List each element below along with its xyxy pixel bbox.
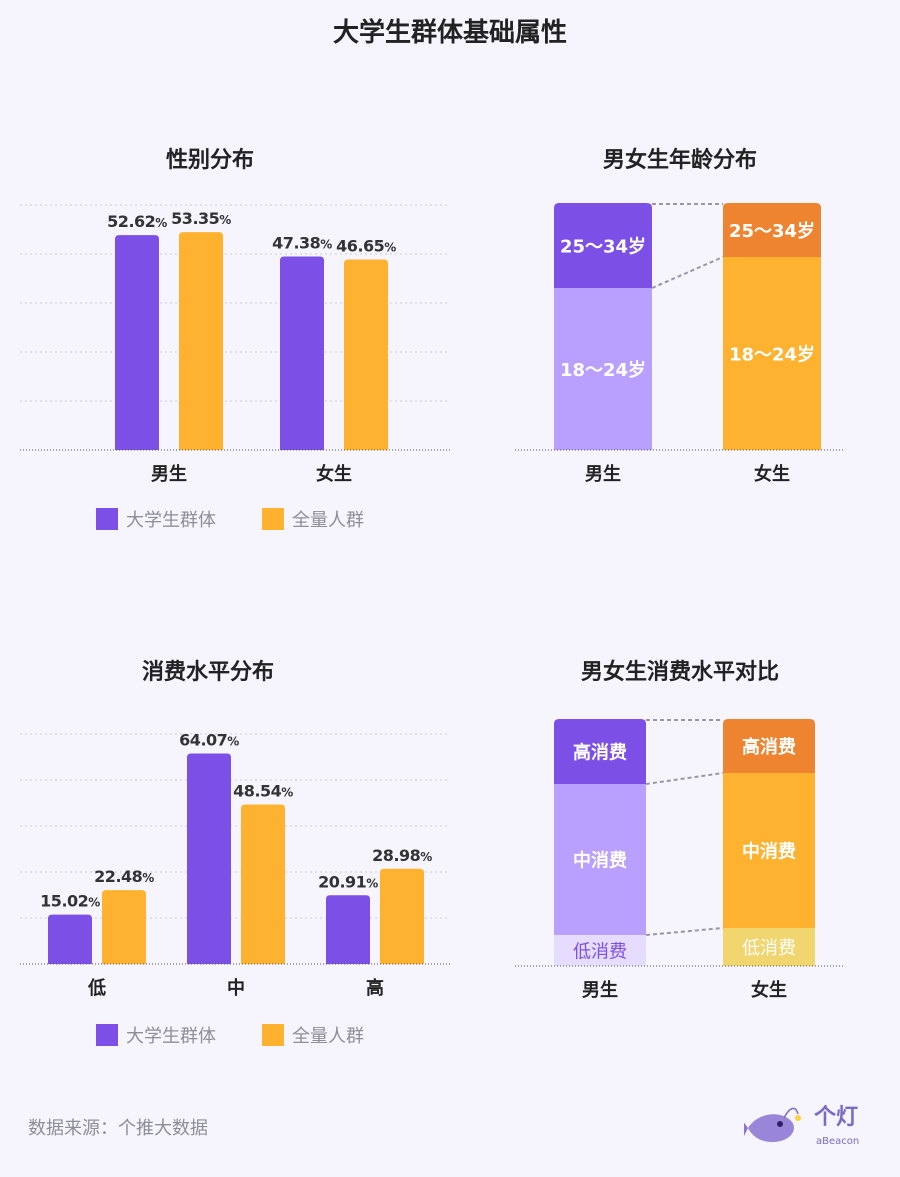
segment-label: 高消费 bbox=[573, 742, 627, 764]
category-label: 中 bbox=[227, 977, 245, 999]
abeacon-logo: 个灯 aBeacon bbox=[742, 1100, 874, 1150]
consumption-legend: 大学生群体 全量人群 bbox=[96, 1022, 410, 1048]
legend-label: 大学生群体 bbox=[126, 1026, 216, 1047]
data-label: 47.38% bbox=[272, 234, 332, 253]
data-label: 46.65% bbox=[336, 237, 396, 256]
bar bbox=[241, 804, 285, 964]
legend-item-college: 大学生群体 bbox=[96, 1022, 216, 1048]
stack-segment bbox=[723, 928, 815, 966]
gender-legend: 大学生群体 全量人群 bbox=[96, 506, 410, 532]
segment-label: 低消费 bbox=[573, 942, 627, 963]
category-label: 女生 bbox=[754, 463, 790, 485]
logo-en: aBeacon bbox=[816, 1136, 859, 1147]
bar bbox=[102, 890, 146, 964]
data-label: 15.02% bbox=[40, 892, 100, 911]
bar bbox=[380, 868, 424, 964]
connector-line bbox=[651, 256, 724, 289]
segment-label: 低消费 bbox=[742, 938, 796, 959]
stack-segment bbox=[554, 935, 646, 966]
data-label: 20.91% bbox=[318, 872, 378, 891]
legend-label: 全量人群 bbox=[292, 1026, 364, 1047]
connector-line bbox=[645, 772, 724, 785]
legend-label: 全量人群 bbox=[292, 510, 364, 531]
category-label: 高 bbox=[366, 977, 384, 999]
bar bbox=[280, 256, 324, 450]
bar bbox=[179, 232, 223, 450]
segment-label: 中消费 bbox=[573, 850, 627, 872]
data-label: 28.98% bbox=[372, 846, 432, 865]
segment-label: 高消费 bbox=[742, 736, 796, 758]
segment-label: 25～34岁 bbox=[729, 220, 815, 242]
segment-label: 18～24岁 bbox=[729, 344, 815, 366]
data-label: 53.35% bbox=[171, 209, 231, 228]
stack-segment bbox=[723, 773, 815, 928]
data-label: 48.54% bbox=[233, 782, 293, 801]
category-label: 男生 bbox=[582, 979, 618, 1001]
data-label: 52.62% bbox=[107, 212, 167, 231]
legend-item-all: 全量人群 bbox=[262, 1022, 364, 1048]
category-label: 女生 bbox=[751, 979, 787, 1001]
category-label: 女生 bbox=[316, 463, 352, 485]
page-title: 大学生群体基础属性 bbox=[332, 18, 567, 48]
segment-label: 18～24岁 bbox=[560, 359, 646, 381]
category-label: 男生 bbox=[585, 463, 621, 485]
bar bbox=[344, 259, 388, 450]
logo-cn: 个灯 bbox=[814, 1105, 858, 1130]
legend-item-all: 全量人群 bbox=[262, 506, 364, 532]
stack-segment bbox=[554, 784, 646, 935]
bar bbox=[115, 235, 159, 450]
data-label: 64.07% bbox=[179, 730, 239, 749]
stack-segment bbox=[723, 203, 821, 257]
legend-label: 大学生群体 bbox=[126, 510, 216, 531]
gender-chart-title: 性别分布 bbox=[165, 148, 254, 173]
category-label: 低 bbox=[87, 977, 106, 999]
data-label: 22.48% bbox=[94, 867, 154, 886]
stack-segment bbox=[723, 719, 815, 773]
consumption-chart: 15.02% 22.48% 低 64.07% 48.54% 中 20.91% 28.98% 高 bbox=[20, 730, 450, 999]
legend-item-college: 大学生群体 bbox=[96, 506, 216, 532]
segment-label: 25～34岁 bbox=[560, 236, 646, 258]
bar bbox=[326, 895, 370, 964]
stack-segment bbox=[554, 288, 652, 450]
consumption-chart-title: 消费水平分布 bbox=[141, 660, 274, 685]
bar bbox=[187, 753, 231, 964]
data-source: 数据来源：个推大数据 bbox=[28, 1118, 208, 1139]
bar bbox=[48, 914, 92, 964]
gender-chart: 52.62% 53.35% 男生 47.38% 46.65% 女生 bbox=[20, 204, 450, 485]
segment-label: 中消费 bbox=[742, 841, 796, 863]
category-label: 男生 bbox=[151, 463, 187, 485]
stack-segment bbox=[554, 203, 652, 288]
stack-segment bbox=[723, 257, 821, 450]
fish-icon: 个灯 aBeacon bbox=[742, 1105, 859, 1147]
consumption-compare-chart-title: 男女生消费水平对比 bbox=[580, 660, 779, 685]
age-chart-title: 男女生年龄分布 bbox=[602, 148, 757, 173]
stack-segment bbox=[554, 719, 646, 784]
connector-line bbox=[645, 927, 724, 936]
